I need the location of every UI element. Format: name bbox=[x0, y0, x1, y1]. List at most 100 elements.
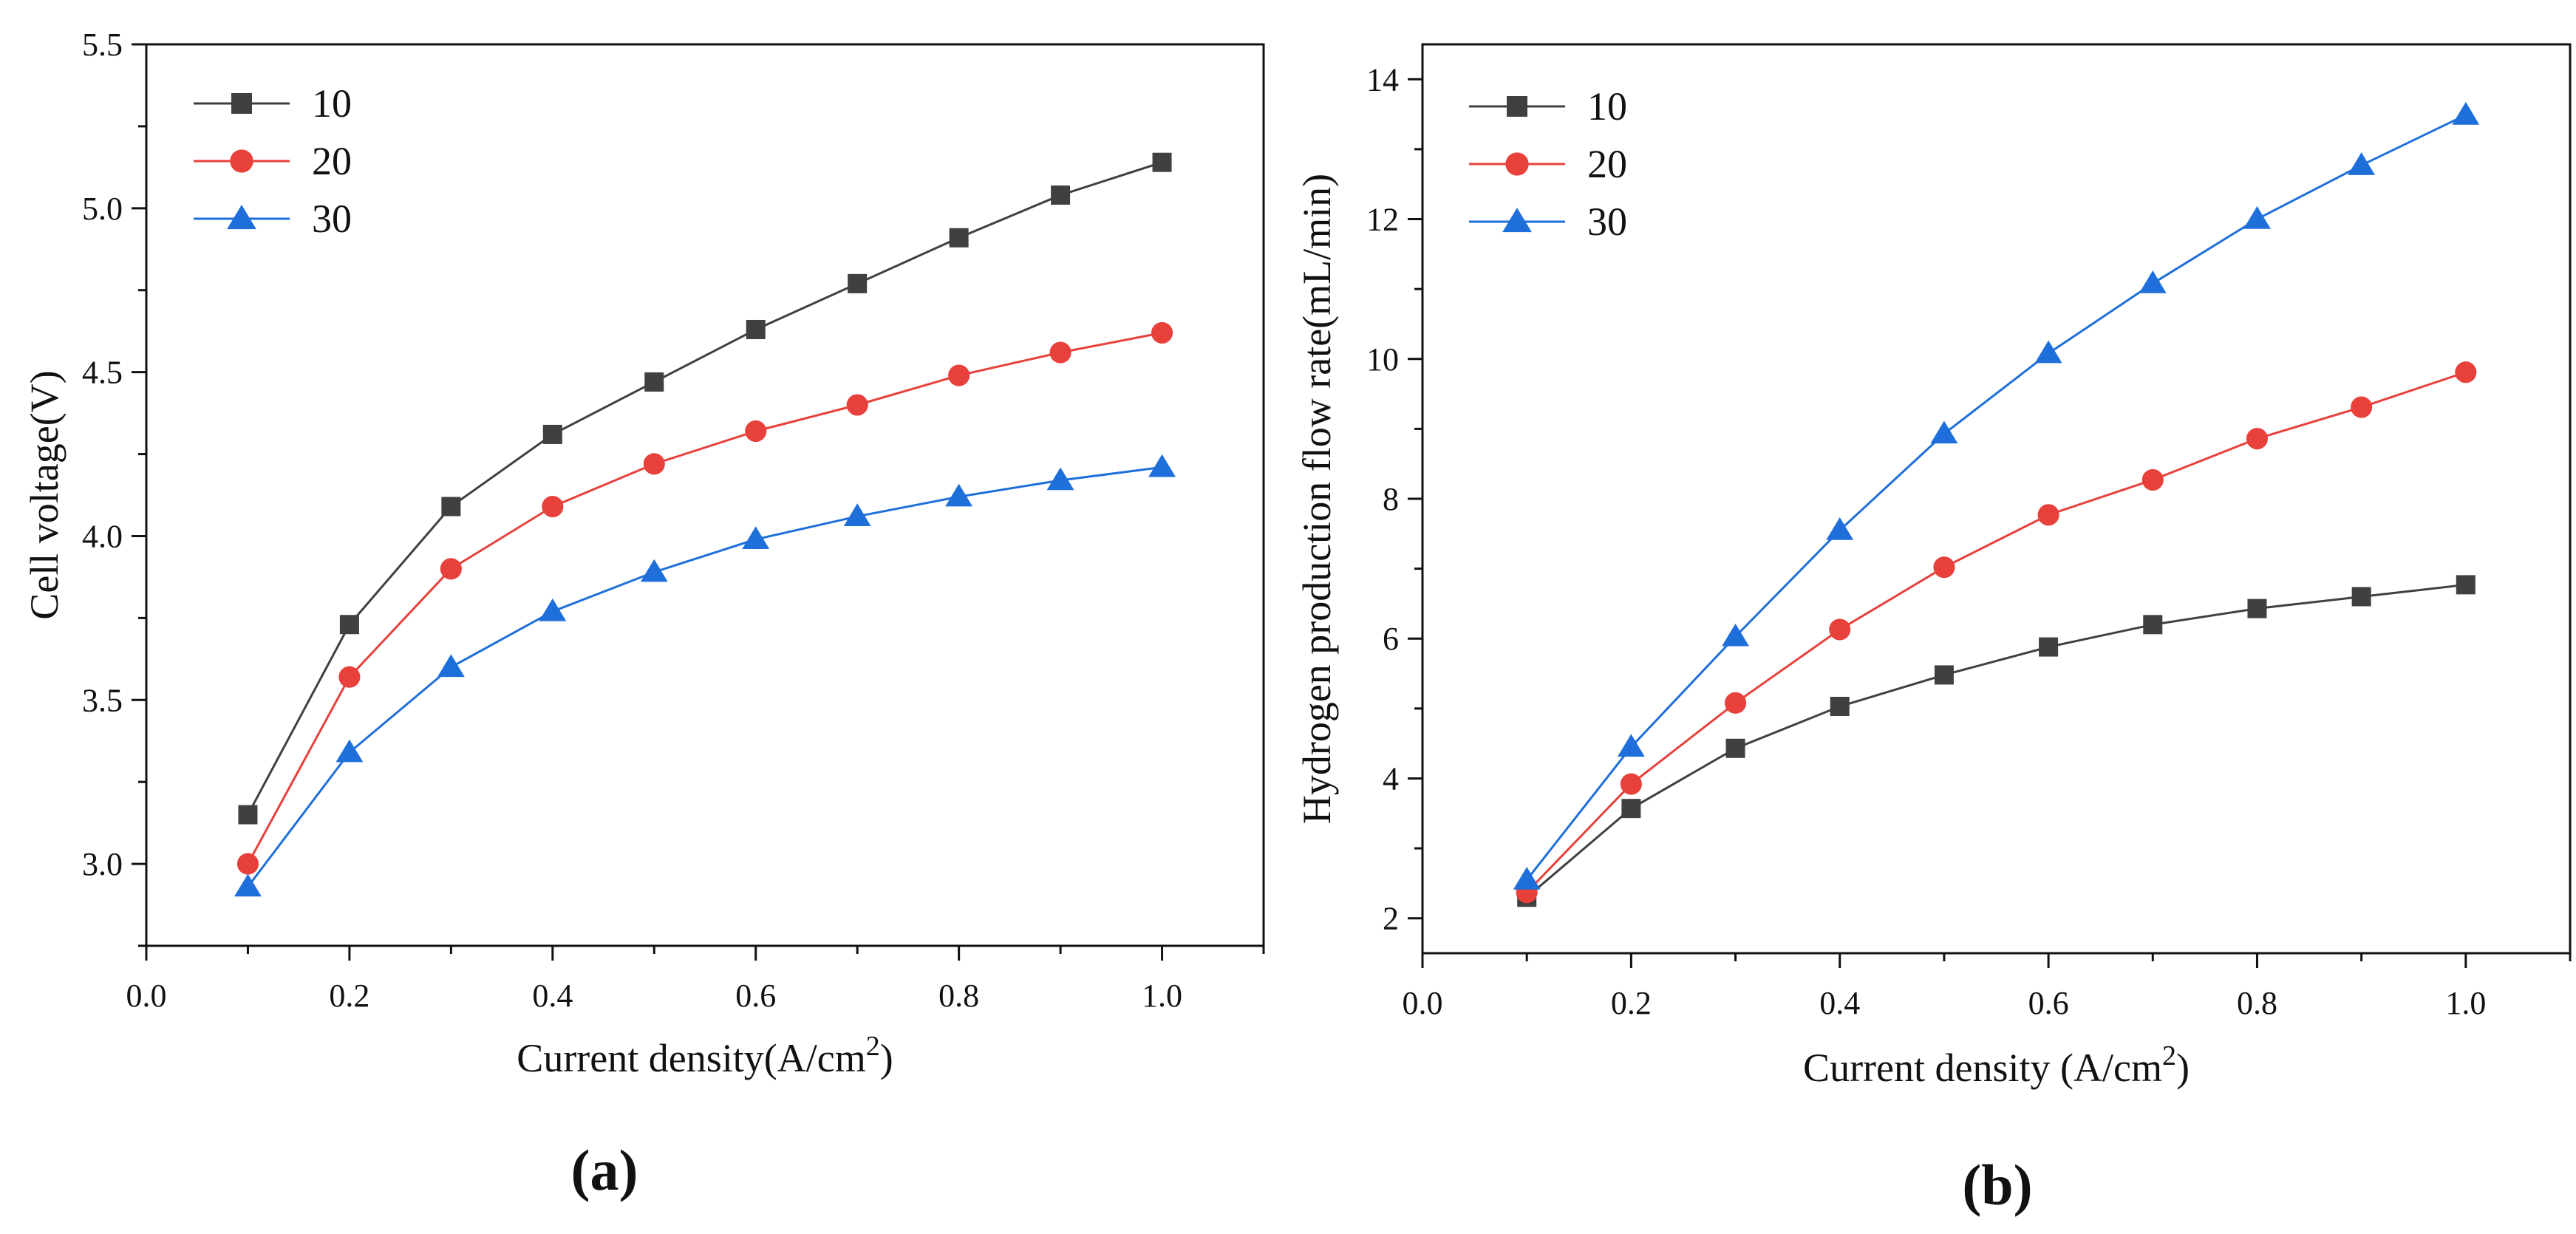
data-point bbox=[1621, 799, 1641, 819]
data-point bbox=[339, 615, 359, 635]
data-point bbox=[1830, 697, 1850, 717]
y-tick-label: 4.0 bbox=[82, 518, 123, 554]
data-point bbox=[440, 558, 462, 580]
data-point bbox=[1046, 467, 1074, 491]
chart-panel-a: 0.0 0.2 0.4 0.6 0.8 1.0 3.0 3.5 4.0 4.5 5.0 5.5 Curr… bbox=[22, 27, 1265, 1202]
data-point bbox=[236, 853, 259, 875]
series-30 bbox=[234, 454, 1176, 897]
data-point bbox=[949, 228, 969, 248]
data-point bbox=[1513, 867, 1541, 890]
data-point bbox=[542, 424, 562, 444]
y-tick-label: 6 bbox=[1383, 621, 1399, 657]
data-point bbox=[1152, 152, 1172, 172]
series-10 bbox=[1517, 575, 2476, 907]
legend-entry: 30 bbox=[1469, 200, 1627, 244]
legend-entry: 10 bbox=[194, 81, 352, 126]
legend-label: 20 bbox=[312, 139, 352, 183]
data-point bbox=[746, 319, 766, 339]
x-tick-label: 0.0 bbox=[1403, 985, 1443, 1021]
y-axis-title: Cell voltage(V) bbox=[22, 370, 67, 619]
data-point bbox=[2141, 468, 2164, 491]
y-tick-label: 5.0 bbox=[82, 191, 123, 227]
legend-marker bbox=[230, 149, 253, 173]
data-point bbox=[238, 805, 258, 825]
data-point bbox=[644, 372, 664, 392]
legend-label: 30 bbox=[312, 197, 352, 241]
y-tick-label: 10 bbox=[1366, 341, 1399, 378]
data-point bbox=[848, 273, 868, 293]
data-point bbox=[742, 526, 770, 550]
data-point bbox=[1620, 773, 1642, 795]
data-point bbox=[2246, 428, 2269, 450]
data-point bbox=[1051, 185, 1071, 205]
legend-entry: 20 bbox=[194, 139, 352, 183]
series-line bbox=[1526, 371, 2467, 893]
data-point bbox=[2455, 361, 2477, 384]
x-tick-label: 0.6 bbox=[2028, 985, 2069, 1021]
data-point bbox=[2139, 270, 2167, 293]
data-point bbox=[1829, 618, 1851, 641]
data-point bbox=[1933, 556, 1955, 579]
x-tick-label: 0.6 bbox=[735, 978, 776, 1014]
panel-label: (a) bbox=[571, 1138, 638, 1202]
x-tick-label: 0.4 bbox=[532, 978, 573, 1014]
x-tick-label: 0.8 bbox=[2237, 985, 2277, 1021]
x-tick-label: 0.0 bbox=[126, 978, 167, 1014]
data-point bbox=[1049, 341, 1071, 364]
data-point bbox=[335, 739, 364, 763]
legend-entry: 10 bbox=[1469, 84, 1627, 129]
data-point bbox=[1826, 517, 1854, 540]
y-tick-label: 12 bbox=[1366, 202, 1399, 238]
legend-entry: 30 bbox=[194, 197, 352, 241]
data-point bbox=[2243, 205, 2271, 229]
legend-marker bbox=[1505, 152, 1529, 176]
data-point bbox=[640, 559, 668, 582]
legend-label: 10 bbox=[1587, 84, 1627, 129]
x-tick-label: 0.2 bbox=[329, 978, 369, 1014]
y-tick-label: 4.5 bbox=[82, 355, 123, 391]
x-axis-title: Current density(A/cm2) bbox=[517, 1031, 893, 1080]
legend-label: 10 bbox=[312, 81, 352, 126]
legend-marker bbox=[227, 205, 256, 230]
data-point bbox=[643, 453, 665, 475]
series-line bbox=[247, 331, 1162, 865]
data-point bbox=[441, 497, 461, 517]
x-tick-label: 1.0 bbox=[2445, 985, 2486, 1021]
plot-frame bbox=[145, 43, 1265, 947]
data-point bbox=[2348, 152, 2376, 175]
y-tick-label: 4 bbox=[1383, 760, 1399, 797]
x-tick-label: 1.0 bbox=[1142, 978, 1182, 1014]
series-line bbox=[247, 466, 1162, 888]
legend-marker bbox=[1507, 96, 1527, 117]
legend-marker bbox=[231, 93, 252, 114]
data-point bbox=[542, 495, 564, 518]
data-point bbox=[1148, 454, 1176, 477]
data-point bbox=[1617, 734, 1645, 757]
y-tick-label: 14 bbox=[1366, 61, 1399, 98]
data-point bbox=[1930, 420, 1958, 444]
data-point bbox=[948, 364, 970, 386]
data-point bbox=[1725, 738, 1745, 758]
series-20 bbox=[236, 321, 1173, 875]
data-point bbox=[2039, 637, 2059, 657]
x-tick-label: 0.2 bbox=[1611, 985, 1652, 1021]
data-point bbox=[2247, 599, 2267, 618]
legend-entry: 20 bbox=[1469, 142, 1627, 186]
data-point bbox=[234, 873, 262, 897]
y-tick-label: 3.0 bbox=[82, 846, 123, 882]
legend-label: 20 bbox=[1587, 142, 1627, 186]
y-tick-label: 3.5 bbox=[82, 682, 123, 718]
data-point bbox=[843, 503, 871, 526]
data-point bbox=[2351, 587, 2371, 607]
data-point bbox=[2452, 102, 2480, 125]
data-point bbox=[945, 483, 973, 507]
data-point bbox=[338, 666, 361, 688]
data-point bbox=[2034, 340, 2062, 364]
x-tick-label: 0.4 bbox=[1819, 985, 1860, 1021]
series-30 bbox=[1513, 102, 2480, 890]
data-point bbox=[745, 420, 767, 443]
series-line bbox=[247, 161, 1163, 816]
data-point bbox=[539, 598, 567, 621]
y-tick-label: 8 bbox=[1383, 481, 1399, 517]
